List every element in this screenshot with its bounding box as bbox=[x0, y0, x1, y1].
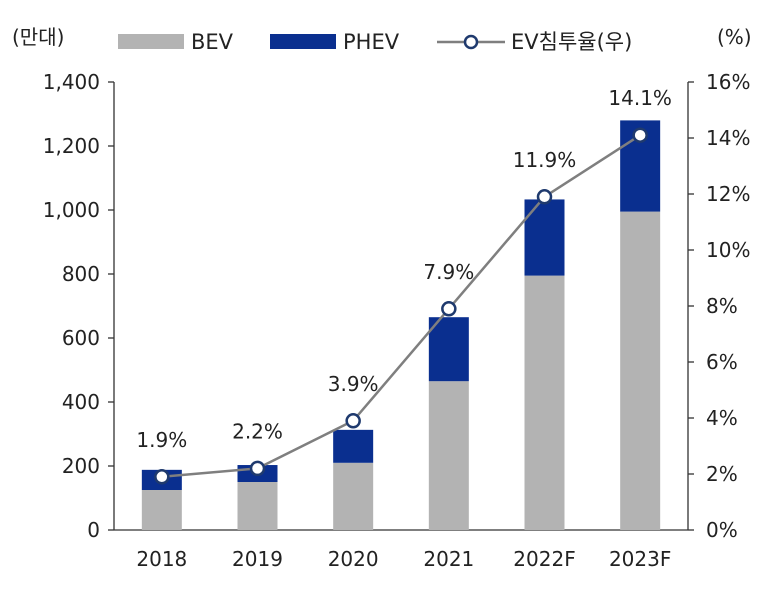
bar-phev-2022F bbox=[524, 199, 565, 276]
left-axis-ticks: 0 200 400 600 800 1,000 1,200 1,400 bbox=[43, 70, 114, 542]
ev-rate-data-label: 11.9% bbox=[513, 148, 577, 172]
ev-rate-line bbox=[161, 134, 641, 479]
left-tick-label: 400 bbox=[62, 390, 100, 414]
legend-label-ev-rate: EV침투율(우) bbox=[511, 30, 632, 54]
ev-rate-point-2020 bbox=[345, 413, 361, 429]
legend-swatch-ev-rate-marker bbox=[463, 34, 479, 50]
right-axis-ticks: 0% 2% 4% 6% 8% 10% 12% 14% 16% bbox=[688, 70, 750, 542]
left-tick-label: 1,000 bbox=[43, 198, 100, 222]
right-tick-label: 14% bbox=[706, 126, 750, 150]
legend-swatch-phev bbox=[270, 34, 336, 49]
bar-bev-2020 bbox=[333, 462, 374, 530]
x-tick-label: 2021 bbox=[423, 547, 474, 571]
ev-rate-data-label: 7.9% bbox=[423, 260, 474, 284]
bar-phev-2021 bbox=[428, 317, 469, 382]
bar-bev-2018 bbox=[141, 490, 182, 530]
legend-swatch-bev bbox=[118, 34, 184, 49]
right-tick-label: 6% bbox=[706, 350, 738, 374]
x-tick-label: 2019 bbox=[232, 547, 283, 571]
ev-rate-point-2019 bbox=[249, 460, 266, 477]
ev-rate-data-label: 3.9% bbox=[328, 372, 379, 396]
plot-frame bbox=[113, 82, 689, 531]
bar-bev-2021 bbox=[428, 381, 469, 530]
bar-bev-2023F bbox=[620, 211, 661, 530]
left-tick-label: 800 bbox=[62, 262, 100, 286]
left-tick-label: 200 bbox=[62, 454, 100, 478]
right-tick-label: 10% bbox=[706, 238, 750, 262]
ev-rate-series: 1.9% 2.2% 3.9% 7.9% 11.9% 14.1% bbox=[136, 86, 672, 485]
left-tick-label: 0 bbox=[87, 518, 100, 542]
ev-rate-data-label: 2.2% bbox=[232, 419, 283, 443]
ev-rate-point-2018 bbox=[154, 469, 170, 485]
x-tick-label: 2023F bbox=[609, 547, 671, 571]
right-tick-label: 2% bbox=[706, 462, 738, 486]
legend-label-bev: BEV bbox=[191, 30, 234, 54]
left-tick-label: 1,200 bbox=[43, 134, 100, 158]
ev-rate-data-label: 14.1% bbox=[608, 86, 672, 110]
legend-label-phev: PHEV bbox=[343, 30, 400, 54]
bar-bev-2019 bbox=[237, 482, 278, 530]
ev-rate-point-2021 bbox=[441, 301, 457, 317]
left-tick-label: 1,400 bbox=[43, 70, 100, 94]
right-tick-label: 16% bbox=[706, 70, 750, 94]
right-tick-label: 0% bbox=[706, 518, 738, 542]
right-tick-label: 12% bbox=[706, 182, 750, 206]
x-tick-label: 2020 bbox=[328, 547, 379, 571]
left-axis-unit: (만대) bbox=[12, 25, 64, 49]
bar-phev-2020 bbox=[333, 429, 374, 463]
x-tick-label: 2018 bbox=[136, 547, 187, 571]
right-tick-label: 8% bbox=[706, 294, 738, 318]
bar-series bbox=[141, 120, 661, 530]
x-tick-label: 2022F bbox=[513, 547, 575, 571]
right-axis-unit: (%) bbox=[717, 25, 752, 49]
x-axis-labels: 2018 2019 2020 2021 2022F 2023F bbox=[136, 547, 671, 571]
legend: BEV PHEV EV침투율(우) bbox=[118, 30, 632, 54]
ev-rate-point-2022F bbox=[536, 189, 553, 205]
ev-rate-data-label: 1.9% bbox=[136, 428, 187, 452]
bar-bev-2022F bbox=[524, 275, 565, 530]
ev-rate-point-2023F bbox=[632, 127, 648, 143]
right-tick-label: 4% bbox=[706, 406, 738, 430]
left-tick-label: 600 bbox=[62, 326, 100, 350]
